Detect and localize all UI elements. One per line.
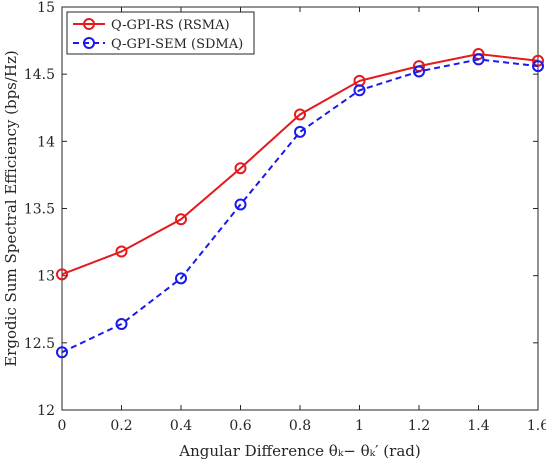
legend-label-1: Q-GPI-RS (RSMA) — [111, 18, 230, 33]
y-axis-label: Ergodic Sum Spectral Efficiency (bps/Hz) — [2, 50, 20, 367]
plot-frame-group — [61, 6, 539, 411]
y-tick-label: 14 — [37, 134, 55, 150]
series-1-point — [294, 108, 306, 121]
y-tick-label: 12 — [37, 403, 55, 419]
y-tick-label: 15 — [37, 0, 55, 16]
series-1-point — [175, 213, 187, 226]
x-tick-label: 0.4 — [170, 418, 192, 434]
plot-area — [61, 6, 539, 411]
y-tick-label: 12.5 — [24, 336, 55, 352]
series-2-point — [234, 198, 247, 211]
series-2-point — [56, 346, 68, 359]
legend-marker-2 — [83, 37, 95, 49]
series-2-point — [472, 53, 485, 66]
y-tick-label: 14.5 — [24, 67, 55, 83]
y-tick-label: 13.5 — [24, 202, 55, 218]
legend-box — [66, 11, 255, 55]
series-1-point — [56, 268, 68, 281]
x-tick-label: 1 — [355, 418, 364, 434]
x-tick-label: 1.4 — [467, 418, 489, 434]
x-tick-label: 0 — [58, 418, 67, 434]
x-tick-label: 1.2 — [408, 418, 430, 434]
x-tick-label: 0.8 — [289, 418, 311, 434]
series-line-1 — [61, 53, 539, 276]
x-tick-label: 1.6 — [527, 418, 546, 434]
series-2-point — [115, 318, 128, 331]
series-2-point — [353, 84, 366, 97]
series-2-point — [294, 125, 306, 138]
series-line-2 — [61, 58, 539, 354]
series-1-point — [234, 162, 247, 175]
x-axis-label: Angular Difference θₖ− θₖ′ (rad) — [178, 442, 420, 460]
series-2-point — [175, 272, 187, 285]
ticks-group: 0 0.2 0.4 0.6 0.8 1 1.2 1.4 1.6 12 12.5 13 13.5 14 14.… — [24, 0, 546, 434]
legend-marker-1 — [83, 18, 95, 30]
series-group — [56, 48, 544, 359]
legend: Q-GPI-RS (RSMA) Q-GPI-SEM (SDMA) — [66, 11, 255, 55]
series-1-point — [115, 245, 128, 258]
series-2-point — [413, 65, 425, 78]
x-tick-label: 0.6 — [229, 418, 251, 434]
y-tick-label: 13 — [37, 269, 55, 285]
series-2-point — [532, 60, 544, 73]
x-tick-label: 0.2 — [110, 418, 132, 434]
legend-label-2: Q-GPI-SEM (SDMA) — [111, 37, 243, 52]
